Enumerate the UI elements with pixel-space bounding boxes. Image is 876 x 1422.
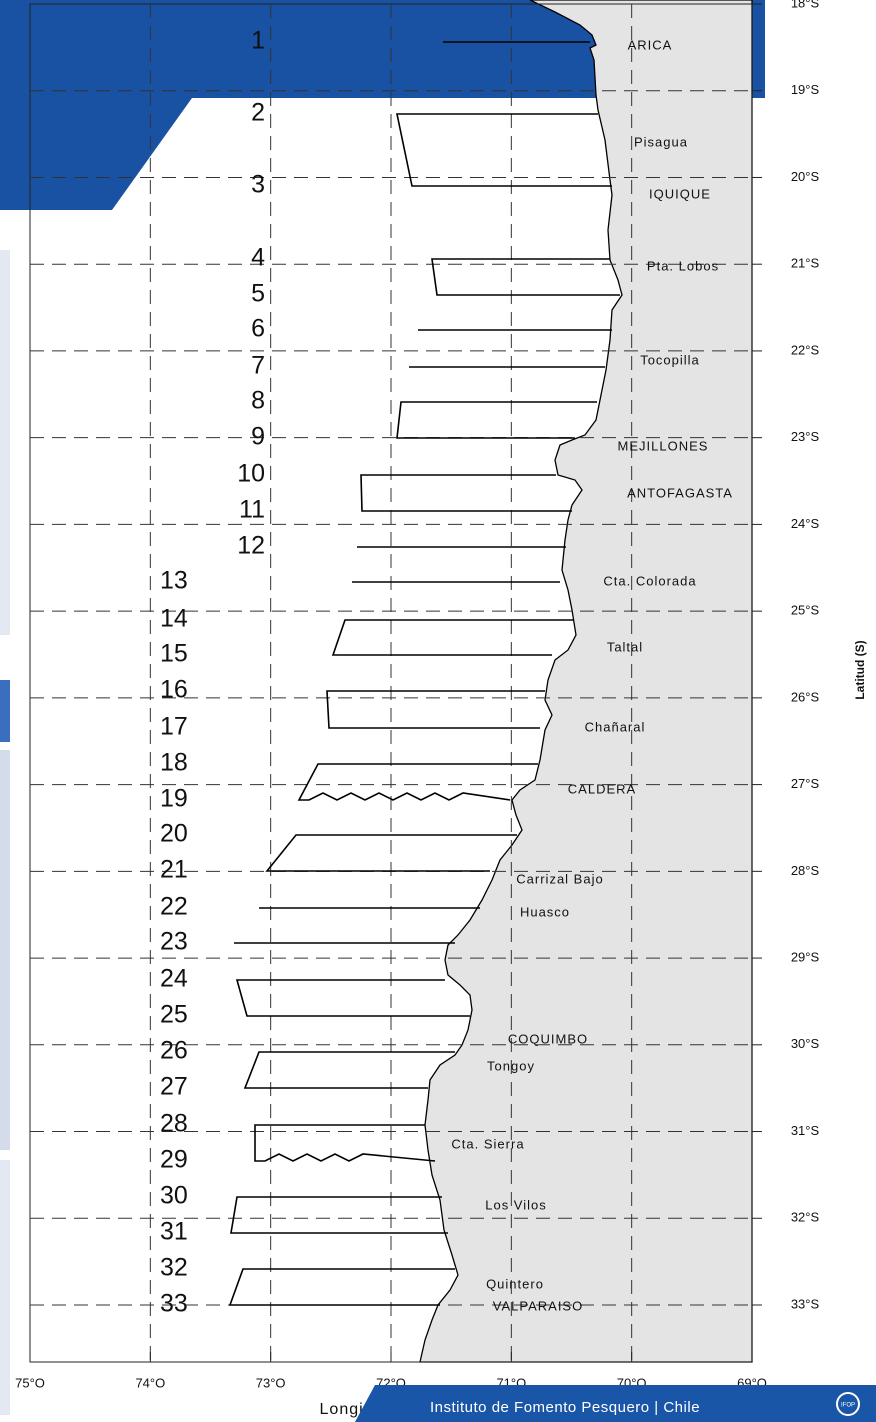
place-label: Quintero: [486, 1276, 544, 1291]
transect-label: 26: [160, 1037, 188, 1065]
y-tick-label: 26°S: [791, 689, 820, 704]
place-label: VALPARAISO: [493, 1298, 583, 1313]
transect-track: [265, 834, 517, 872]
x-tick-label: 75°O: [15, 1375, 45, 1390]
place-label: MEJILLONES: [618, 438, 709, 453]
transect-label: 7: [251, 352, 265, 380]
place-label: Tongoy: [487, 1058, 535, 1073]
transect-label: 21: [160, 856, 188, 884]
transect-label: 20: [160, 820, 188, 848]
transect-label: 9: [251, 423, 265, 451]
y-tick-label: 21°S: [791, 256, 820, 271]
transect-label: 29: [160, 1146, 188, 1174]
transect-track: [396, 401, 597, 439]
transect-track: [228, 1268, 455, 1306]
y-tick-label: 25°S: [791, 603, 820, 618]
transect-label: 5: [251, 280, 265, 308]
y-tick-label: 24°S: [791, 516, 820, 531]
header-band: [0, 0, 765, 210]
transect-track: [254, 1124, 436, 1162]
transect-track: [360, 474, 572, 512]
x-tick-label: 74°O: [135, 1375, 165, 1390]
transect-label: 16: [160, 676, 188, 704]
y-tick-label: 20°S: [791, 169, 820, 184]
y-tick-label: 28°S: [791, 863, 820, 878]
y-tick-label: 27°S: [791, 776, 820, 791]
place-label: ANTOFAGASTA: [627, 485, 733, 500]
place-label: ARICA: [628, 37, 673, 52]
y-tick-label: 23°S: [791, 429, 820, 444]
transect-label: 3: [251, 171, 265, 199]
transect-track: [235, 979, 470, 1017]
logo-text: IFOP: [841, 1403, 855, 1409]
transect-label: 4: [251, 244, 265, 272]
transect-track: [396, 113, 612, 187]
transect-label: 28: [160, 1110, 188, 1138]
side-tabs: [0, 250, 10, 1415]
transect-label: 32: [160, 1254, 188, 1282]
y-axis-label: Latitud (S): [853, 640, 867, 699]
transect-label: 24: [160, 965, 188, 993]
transect-track: [331, 619, 574, 656]
place-label: Pta. Lobos: [647, 258, 719, 273]
transect-label: 19: [160, 785, 188, 813]
footer-text: Instituto de Fomento Pesquero | Chile: [430, 1399, 700, 1416]
transect-label: 14: [160, 605, 188, 633]
place-label: Taltal: [607, 639, 643, 654]
footer-band: [355, 1385, 876, 1422]
transect-track: [326, 690, 545, 729]
transect-label: 11: [239, 496, 265, 524]
transect-label: 33: [160, 1290, 188, 1318]
place-label: Los Vilos: [485, 1197, 547, 1212]
y-tick-label: 22°S: [791, 342, 820, 357]
y-tick-label: 19°S: [791, 82, 820, 97]
place-label: Cta. Sierra: [451, 1136, 524, 1151]
transect-track: [243, 1051, 455, 1089]
transect-label: 8: [251, 387, 265, 415]
transect-label: 1: [251, 27, 265, 55]
y-tick-label: 31°S: [791, 1123, 820, 1138]
place-label: Tocopilla: [640, 352, 700, 367]
transect-track: [230, 1196, 448, 1234]
place-label: CALDERA: [568, 781, 636, 796]
y-tick-label: 30°S: [791, 1036, 820, 1051]
transect-label: 18: [160, 749, 188, 777]
transect-label: 10: [237, 460, 265, 488]
y-tick-label: 33°S: [791, 1296, 820, 1311]
land: [419, 0, 753, 1363]
place-label: Huasco: [520, 904, 570, 919]
transect-label: 15: [160, 640, 188, 668]
place-label: Pisagua: [634, 134, 688, 149]
x-tick-label: 73°O: [256, 1375, 286, 1390]
place-label: Chañaral: [585, 719, 646, 734]
y-tick-label: 18°S: [791, 0, 820, 10]
logo-mark: [836, 1392, 860, 1416]
transect-label: 17: [160, 713, 188, 741]
transect-label: 2: [251, 99, 265, 127]
place-label: COQUIMBO: [508, 1031, 588, 1046]
place-label: Cta. Colorada: [603, 573, 696, 588]
transect-track: [297, 763, 538, 801]
place-label: IQUIQUE: [649, 186, 711, 201]
transect-label: 30: [160, 1182, 188, 1210]
transect-label: 23: [160, 928, 188, 956]
transect-track: [431, 258, 620, 296]
transect-label: 22: [160, 893, 188, 921]
transect-label: 27: [160, 1073, 188, 1101]
y-tick-label: 29°S: [791, 950, 820, 965]
transect-label: 31: [160, 1218, 188, 1246]
transect-label: 6: [251, 315, 265, 343]
transect-label: 13: [160, 567, 188, 595]
y-tick-label: 32°S: [791, 1210, 820, 1225]
transect-label: 12: [237, 532, 265, 560]
place-label: Carrizal Bajo: [516, 871, 603, 886]
transect-label: 25: [160, 1001, 188, 1029]
